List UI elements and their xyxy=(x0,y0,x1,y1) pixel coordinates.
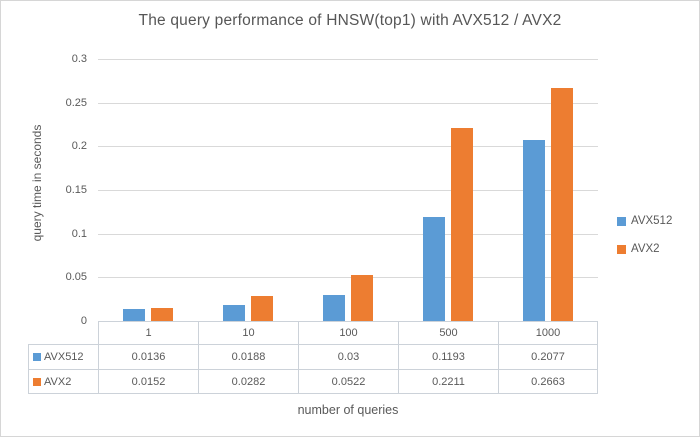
table-header-cell: 1 xyxy=(98,321,198,344)
y-axis-tick-label: 0.1 xyxy=(71,227,87,240)
gridline xyxy=(98,146,598,148)
legend: AVX512 AVX2 xyxy=(617,215,672,271)
table-series-label: AVX512 xyxy=(28,344,98,369)
legend-swatch-icon xyxy=(617,244,626,254)
bar-avx512-500 xyxy=(423,217,445,321)
bar-avx512-10 xyxy=(223,305,245,321)
y-axis-tick-label: 0.15 xyxy=(65,184,87,196)
series-swatch-icon xyxy=(33,377,41,386)
table-header-cell: 10 xyxy=(198,321,298,344)
table-value-cell: 0.0136 xyxy=(98,344,198,369)
bar-avx2-1000 xyxy=(551,88,573,321)
gridline xyxy=(98,190,598,191)
table-header-cell: 500 xyxy=(398,321,498,344)
table-value-cell: 0.0522 xyxy=(298,369,398,394)
gridline xyxy=(98,102,598,104)
y-axis-tick-label: 0.05 xyxy=(65,271,87,284)
table-header-cell: 1000 xyxy=(498,321,598,344)
y-axis-tick-label: 0 xyxy=(80,315,87,327)
table-value-cell: 0.0282 xyxy=(198,369,298,394)
plot-area xyxy=(98,59,598,321)
bar-avx512-1000 xyxy=(523,140,545,321)
table-value-cell: 0.2663 xyxy=(498,369,598,394)
x-axis-title: number of queries xyxy=(297,403,399,417)
bar-avx2-10 xyxy=(251,296,273,321)
gridline xyxy=(98,59,598,60)
legend-swatch-icon xyxy=(617,216,626,226)
y-axis-tick-label: 0.3 xyxy=(71,53,87,65)
data-table: 1 10 100 500 1000 AVX512 0.0136 0.0188 0.03 0.119… xyxy=(28,321,598,394)
bar-avx2-1 xyxy=(151,308,173,321)
table-value-cell: 0.2211 xyxy=(398,369,498,394)
table-series-label: AVX2 xyxy=(28,369,98,394)
legend-label: AVX2 xyxy=(631,243,660,255)
table-value-cell: 0.0152 xyxy=(98,369,198,394)
table-header-cell: 100 xyxy=(298,321,398,344)
table-value-cell: 0.0188 xyxy=(198,344,298,369)
legend-item: AVX512 xyxy=(617,215,672,227)
gridline xyxy=(98,277,598,279)
table-value-cell: 0.2077 xyxy=(498,344,598,369)
bar-avx512-1 xyxy=(123,309,145,321)
y-axis-tick-label: 0.2 xyxy=(71,140,87,153)
table-value-cell: 0.03 xyxy=(298,344,398,369)
bar-avx512-100 xyxy=(323,295,345,321)
bar-avx2-100 xyxy=(351,275,373,321)
series-name: AVX512 xyxy=(44,351,84,363)
series-swatch-icon xyxy=(33,353,41,361)
series-name: AVX2 xyxy=(44,375,72,388)
y-axis-tick-label: 0.25 xyxy=(65,96,87,109)
gridline xyxy=(98,233,598,235)
bar-avx2-500 xyxy=(451,128,473,321)
table-value-cell: 0.1193 xyxy=(398,344,498,369)
legend-item: AVX2 xyxy=(617,243,672,255)
chart-title: The query performance of HNSW(top1) with… xyxy=(138,12,562,29)
legend-label: AVX512 xyxy=(631,215,673,227)
